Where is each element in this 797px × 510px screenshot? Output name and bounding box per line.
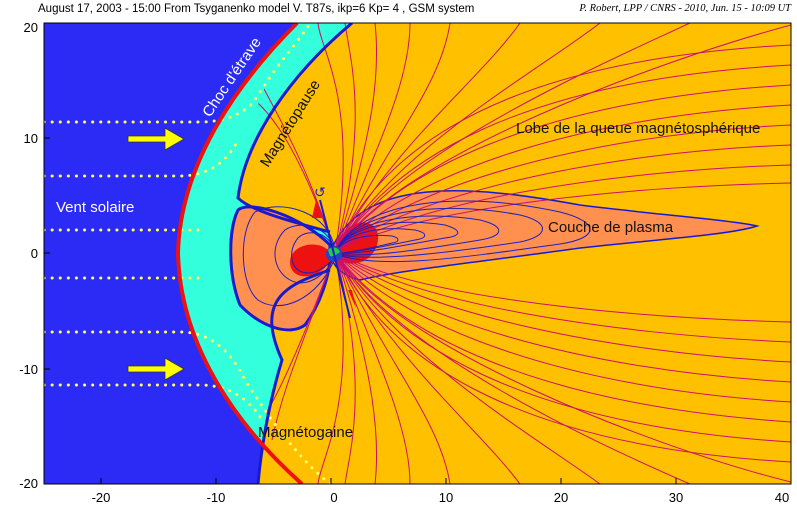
x-tick-label: -20: [92, 490, 111, 505]
x-tick-label: -10: [207, 490, 226, 505]
magnetosheath-label: Magnétogaine: [258, 424, 353, 441]
rotation-symbol: ↺: [314, 184, 326, 200]
y-tick-label: 0: [31, 246, 38, 261]
spin-axis-arrow-north: [312, 200, 322, 218]
x-tick-label: 10: [439, 490, 453, 505]
x-tick-label: 40: [775, 490, 789, 505]
dipole-axis-north: [319, 199, 335, 255]
radiation-belt-day: [290, 244, 330, 277]
plasma-sheet-field-lines: [242, 200, 591, 307]
y-tick-label: -20: [19, 476, 38, 491]
arrow-right-icon: [127, 357, 185, 381]
axis-ticks: [44, 137, 677, 484]
figure-title: August 17, 2003 - 15:00 From Tsyganenko …: [38, 3, 475, 15]
spin-axis-arrow-south: [348, 290, 356, 308]
x-axis-labels: -20 -10 0 10 20 30 40: [92, 490, 790, 505]
bow-shock-boundary: [175, 23, 304, 484]
x-tick-label: 0: [330, 490, 337, 505]
plasma-sheet-region: [329, 190, 760, 281]
figure-credit: P. Robert, LPP / CNRS - 2010, Jun. 15 - …: [579, 3, 791, 14]
x-tick-label: 20: [554, 490, 568, 505]
solar-wind-streamlines: [44, 23, 332, 484]
dipole-axis-south: [333, 253, 351, 319]
plasma-sheet-label: Couche de plasma: [548, 219, 674, 236]
y-axis-labels: 20 10 0 -10 -20: [19, 20, 38, 491]
y-tick-label: -10: [19, 362, 38, 377]
figure-header: August 17, 2003 - 15:00 From Tsyganenko …: [0, 0, 797, 22]
solar-wind-label: Vent solaire: [56, 199, 134, 216]
tail-field-lines: [247, 23, 791, 484]
tail-lobe-label: Lobe de la queue magnétosphérique: [516, 120, 760, 137]
arrow-right-icon: [127, 127, 185, 151]
y-tick-label: 20: [24, 20, 38, 35]
y-tick-label: 10: [24, 131, 38, 146]
x-tick-label: 30: [669, 490, 683, 505]
magnetopause-boundary: [236, 23, 353, 234]
